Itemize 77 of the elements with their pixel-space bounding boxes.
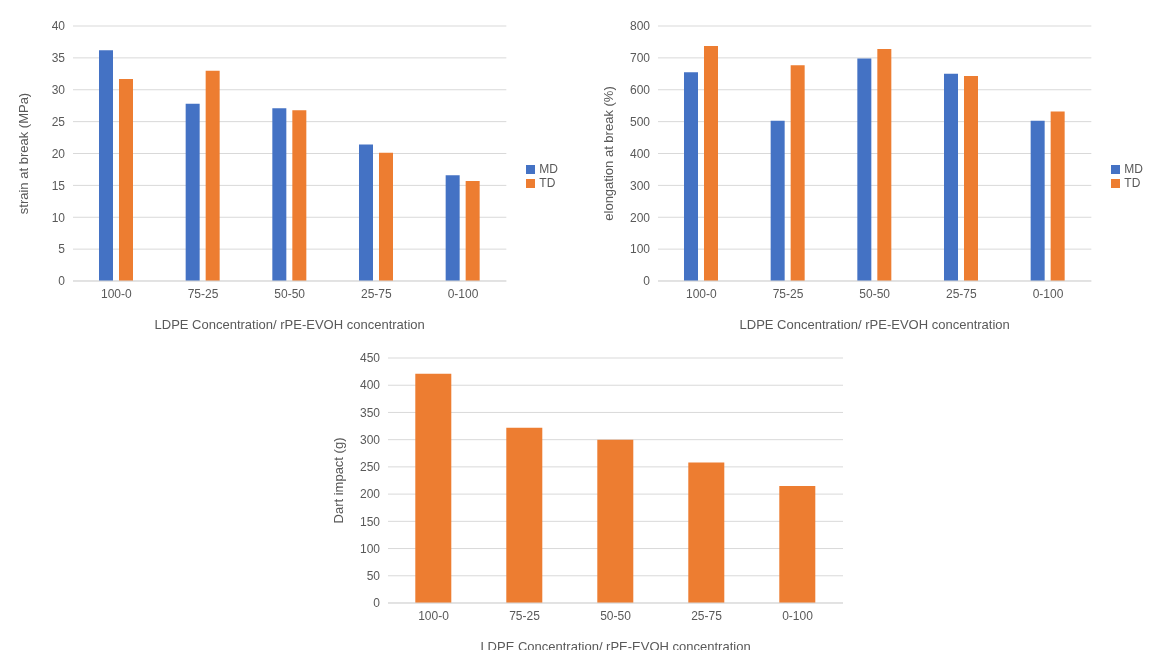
bar [292,110,307,281]
x-tick-label: 25-75 [945,286,977,301]
x-tick-label: 50-50 [600,608,632,623]
x-tick-label: 50-50 [274,286,306,301]
y-tick-label: 100 [359,541,381,556]
legend-label: TD [1124,176,1141,190]
y-tick-label: 35 [51,51,66,66]
legend-label: TD [539,176,556,190]
y-tick-label: 200 [359,487,381,502]
bar [445,175,460,281]
legend-label: MD [539,162,558,176]
y-tick-label: 0 [58,274,66,289]
y-axis-title: Dart impact (g) [330,437,346,524]
y-tick-label: 450 [359,351,381,366]
x-tick-label: 75-25 [187,286,219,301]
bar [119,78,133,281]
y-tick-label: 10 [51,210,66,225]
bar [877,48,892,281]
y-tick-label: 20 [51,146,66,161]
bar [684,72,698,281]
bar [770,120,785,281]
y-tick-label: 5 [58,242,66,257]
y-tick-label: 40 [51,19,66,34]
y-tick-label: 0 [643,274,651,289]
y-axis-title: elongation at break (%) [600,86,616,221]
y-tick-label: 700 [629,51,651,66]
x-tick-label: 0-100 [447,286,479,301]
bar [506,427,543,603]
y-tick-label: 25 [51,114,66,129]
bar [688,462,725,603]
bar [465,180,480,281]
y-tick-label: 50 [366,569,381,584]
y-tick-label: 400 [359,378,381,393]
x-tick-label: 25-75 [691,608,723,623]
bar [1050,111,1065,281]
x-tick-label: 0-100 [1032,286,1064,301]
bar [704,46,718,281]
bar [379,152,393,281]
y-tick-label: 15 [51,178,66,193]
y-tick-label: 150 [359,514,381,529]
legend-label: MD [1124,162,1143,176]
x-tick-label: 50-50 [859,286,891,301]
y-tick-label: 250 [359,460,381,475]
x-tick-label: 100-0 [685,286,717,301]
y-tick-label: 400 [629,146,651,161]
bar [272,108,287,281]
bar [964,76,978,281]
y-tick-label: 500 [629,114,651,129]
bar [415,373,452,603]
x-tick-label: 100-0 [418,608,450,623]
x-tick-label: 25-75 [360,286,392,301]
bar [99,50,113,281]
y-tick-label: 350 [359,405,381,420]
y-tick-label: 0 [373,596,381,611]
x-axis-title: LDPE Concentration/ rPE-EVOH concentration [154,317,425,332]
x-tick-label: 0-100 [782,608,814,623]
x-tick-label: 75-25 [772,286,804,301]
y-axis-title: strain at break (MPa) [15,92,31,215]
y-tick-label: 200 [629,210,651,225]
bar [205,70,220,281]
x-axis-title: LDPE Concentration/ rPE-EVOH concentration [739,317,1010,332]
y-tick-label: 800 [629,19,651,34]
bar [1030,120,1045,281]
y-tick-label: 600 [629,83,651,98]
bar [944,73,958,281]
y-tick-label: 300 [359,432,381,447]
bar [597,439,634,603]
bar [779,485,816,603]
x-tick-label: 100-0 [100,286,132,301]
bar [359,144,373,281]
y-tick-label: 100 [629,242,651,257]
bar [185,103,200,281]
x-tick-label: 75-25 [509,608,541,623]
bar [790,65,805,281]
bar [857,58,872,281]
y-tick-label: 30 [51,83,66,98]
y-tick-label: 300 [629,178,651,193]
